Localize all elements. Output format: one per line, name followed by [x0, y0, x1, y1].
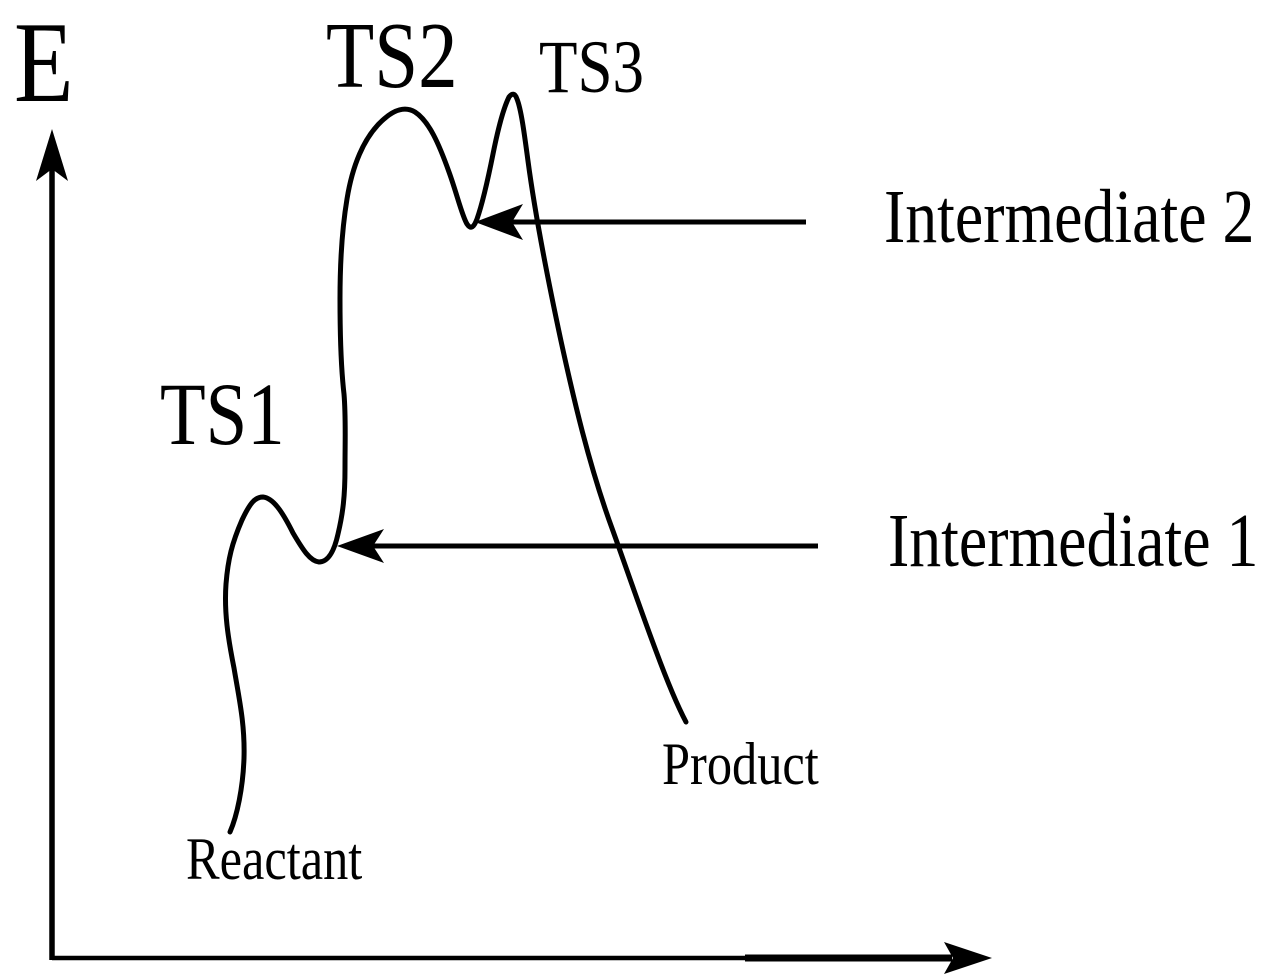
y-axis-arrowhead: [36, 129, 68, 181]
y-axis: [36, 129, 68, 960]
y-axis-label: E: [14, 0, 74, 127]
ts1-label: TS1: [160, 366, 285, 464]
intermediate2-arrow: [475, 204, 806, 240]
product-label: Product: [662, 731, 819, 797]
x-axis: [52, 942, 992, 974]
ts3-label: TS3: [539, 26, 645, 109]
intermediate1-arrowhead: [337, 529, 384, 563]
intermediate1-arrow: [337, 529, 818, 563]
ts2-label: TS2: [326, 4, 458, 108]
intermediate2-label: Intermediate 2: [884, 175, 1255, 259]
energy-curve: [222, 91, 689, 835]
reactant-label: Reactant: [186, 826, 363, 892]
x-axis-arrowhead: [944, 942, 992, 974]
intermediate2-arrowhead: [475, 204, 523, 240]
intermediate1-label: Intermediate 1: [888, 499, 1259, 583]
